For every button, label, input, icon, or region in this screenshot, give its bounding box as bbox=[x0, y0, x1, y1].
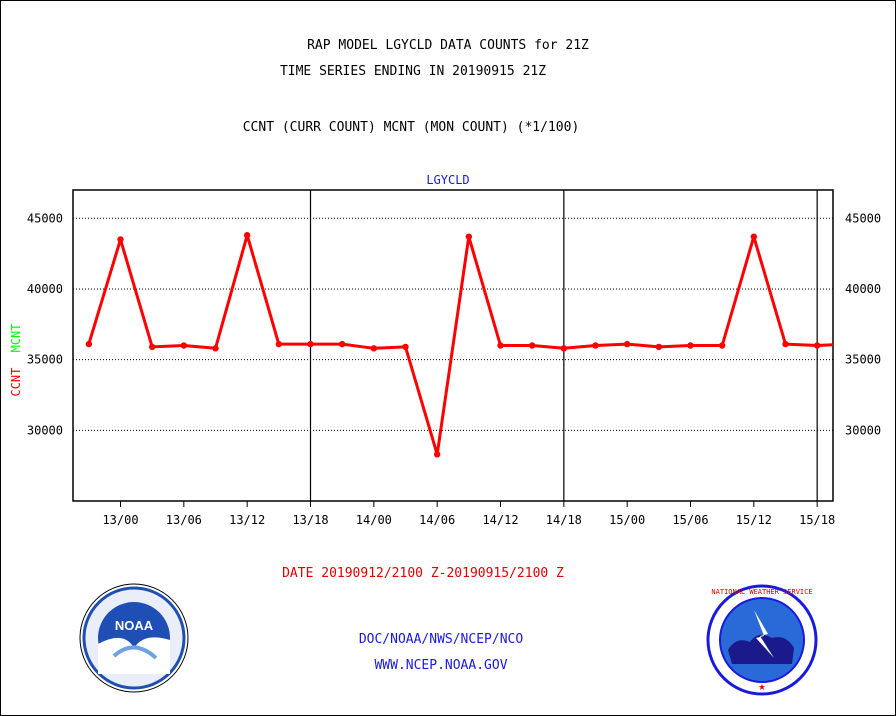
data-point-ccnt bbox=[180, 342, 188, 349]
chart-title-line3: CCNT (CURR COUNT) MCNT (MON COUNT) (*1/1… bbox=[242, 120, 580, 135]
data-point-ccnt bbox=[212, 345, 219, 352]
data-point-ccnt bbox=[750, 233, 758, 240]
x-tick-label: 15/06 bbox=[672, 513, 708, 527]
ncep-website-link[interactable]: WWW.NCEP.NOAA.GOV bbox=[374, 658, 508, 673]
series-line-ccnt bbox=[87, 233, 833, 456]
panel-title: LGYCLD bbox=[426, 173, 469, 187]
series-group bbox=[85, 232, 852, 458]
noaa-logo: NOAA bbox=[79, 583, 189, 693]
y-axis-label: CCNT MCNT bbox=[9, 323, 23, 396]
chart-title-line1: RAP MODEL LGYCLD DATA COUNTS for 21Z bbox=[307, 38, 589, 53]
y-tick-label-right: 30000 bbox=[845, 423, 881, 437]
y-tick-label-left: 30000 bbox=[27, 423, 63, 437]
y-tick-label-left: 35000 bbox=[27, 353, 63, 367]
data-point-ccnt bbox=[846, 341, 852, 347]
x-tick-label: 14/00 bbox=[356, 513, 392, 527]
data-point-ccnt bbox=[307, 340, 314, 348]
x-tick-label: 14/06 bbox=[419, 513, 455, 527]
data-point-ccnt bbox=[528, 342, 536, 349]
x-tick-label: 14/18 bbox=[546, 513, 582, 527]
data-point-ccnt bbox=[560, 345, 568, 352]
x-tick-label: 15/12 bbox=[736, 513, 772, 527]
data-point-ccnt bbox=[623, 340, 631, 348]
nws-star-icon: ★ bbox=[758, 679, 765, 693]
data-point-ccnt bbox=[433, 451, 441, 458]
data-point-ccnt bbox=[243, 232, 251, 239]
data-point-ccnt bbox=[655, 343, 663, 351]
data-point-ccnt bbox=[370, 345, 378, 352]
data-point-ccnt bbox=[497, 342, 504, 349]
nws-logo: NATIONAL WEATHER SERVICE ★ bbox=[706, 584, 818, 696]
x-tick-label: 13/00 bbox=[102, 513, 138, 527]
nws-logo-text: NATIONAL WEATHER SERVICE bbox=[711, 588, 812, 596]
data-point-ccnt bbox=[148, 343, 156, 351]
y-tick-label-right: 35000 bbox=[845, 353, 881, 367]
y-tick-label-right: 45000 bbox=[845, 211, 881, 225]
x-tick-label: 15/00 bbox=[609, 513, 645, 527]
data-point-ccnt bbox=[718, 342, 726, 349]
data-point-ccnt bbox=[465, 233, 473, 240]
data-point-ccnt bbox=[813, 342, 821, 349]
data-point-ccnt bbox=[687, 342, 694, 349]
data-point-ccnt bbox=[275, 340, 283, 348]
y-tick-label-left: 40000 bbox=[27, 282, 63, 296]
data-point-ccnt bbox=[117, 236, 124, 243]
data-point-ccnt bbox=[592, 342, 599, 349]
data-point-ccnt bbox=[402, 343, 409, 351]
date-range-label: DATE 20190912/2100 Z-20190915/2100 Z bbox=[282, 566, 564, 581]
x-tick-label: 15/18 bbox=[799, 513, 835, 527]
x-tick-label: 14/12 bbox=[482, 513, 518, 527]
x-tick-label: 13/18 bbox=[292, 513, 328, 527]
y-label-ccnt: CCNT bbox=[9, 368, 23, 397]
x-tick-label: 13/06 bbox=[166, 513, 202, 527]
data-point-ccnt bbox=[782, 340, 789, 348]
data-point-ccnt bbox=[338, 340, 346, 348]
y-tick-label-right: 40000 bbox=[845, 282, 881, 296]
data-point-ccnt bbox=[85, 340, 93, 348]
y-tick-label-left: 45000 bbox=[27, 211, 63, 225]
noaa-logo-text: NOAA bbox=[115, 618, 154, 633]
chart-title-line2: TIME SERIES ENDING IN 20190915 21Z bbox=[279, 64, 547, 79]
svg-text:CCNT MCNT: CCNT MCNT bbox=[9, 323, 23, 396]
doc-noaa-link[interactable]: DOC/NOAA/NWS/NCEP/NCO bbox=[358, 632, 524, 647]
x-tick-label: 13/12 bbox=[229, 513, 265, 527]
y-label-mcnt: MCNT bbox=[9, 323, 23, 352]
